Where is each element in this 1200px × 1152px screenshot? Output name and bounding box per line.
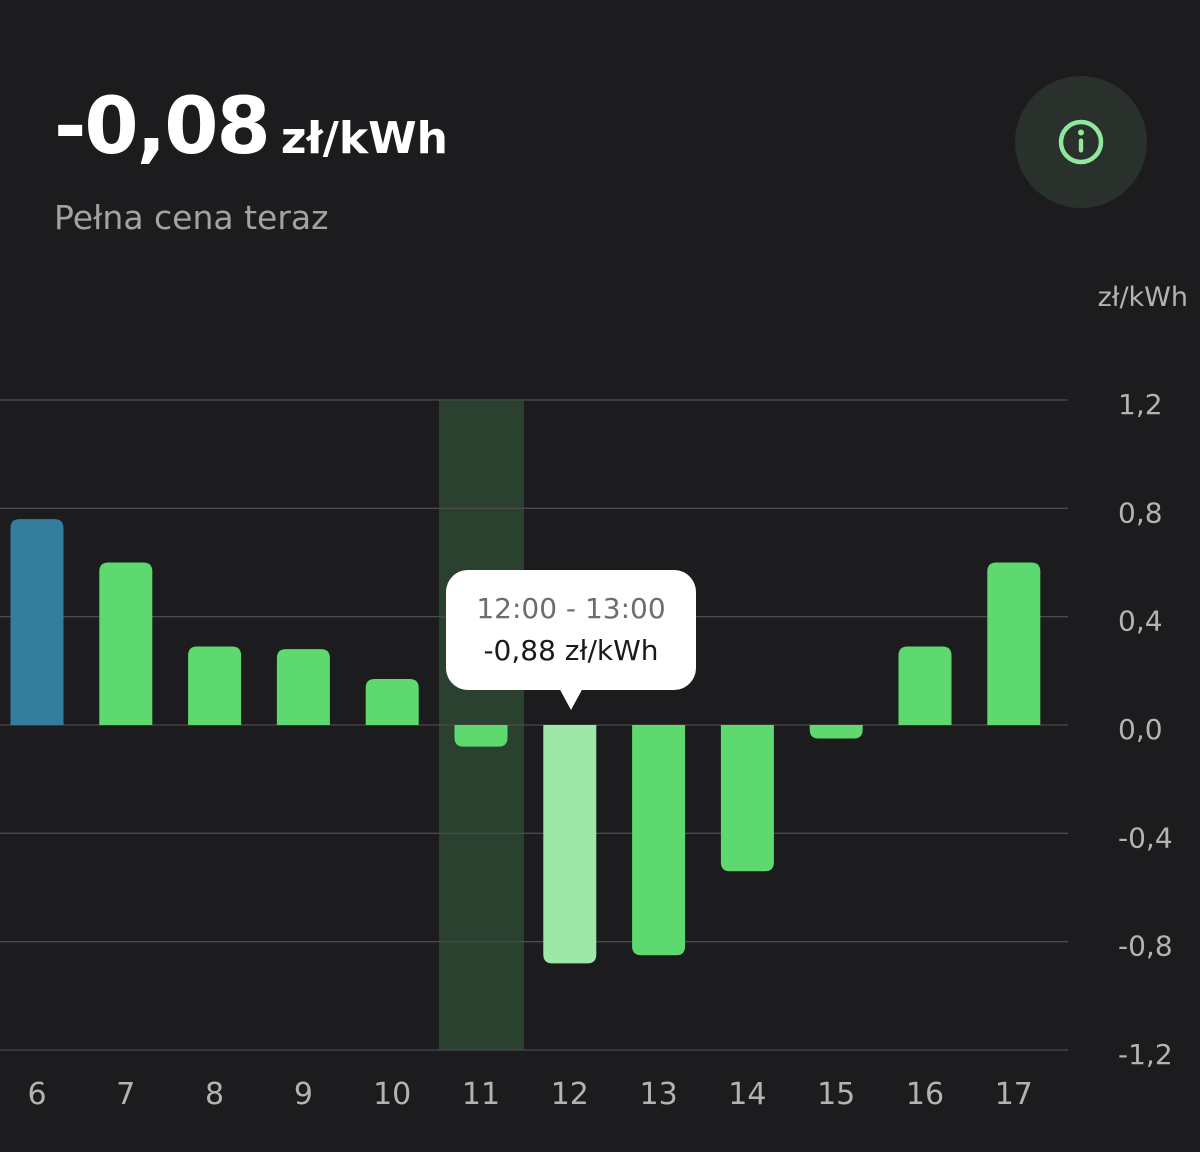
x-tick-label: 12 xyxy=(551,1077,589,1112)
x-tick-label: 8 xyxy=(205,1077,224,1112)
tooltip-price-value: -0,88 zł/kWh xyxy=(483,634,659,667)
tooltip-pointer xyxy=(558,686,584,710)
price-tooltip: 12:00 - 13:00 -0,88 zł/kWh xyxy=(446,570,696,710)
y-tick-label: 1,2 xyxy=(1118,388,1163,421)
bar-hour-13[interactable] xyxy=(632,725,686,956)
bar-hour-16[interactable] xyxy=(898,646,952,725)
bar-hour-14[interactable] xyxy=(720,725,774,872)
y-axis-unit-label: zł/kWh xyxy=(1098,282,1188,313)
bar-hour-10[interactable] xyxy=(365,678,419,725)
current-price-unit: zł/kWh xyxy=(280,113,448,164)
bar-hour-7[interactable] xyxy=(99,562,153,726)
x-tick-label: 15 xyxy=(817,1077,855,1112)
x-tick-label: 7 xyxy=(116,1077,135,1112)
bar-hour-11[interactable] xyxy=(454,725,508,747)
x-tick-label: 17 xyxy=(995,1077,1033,1112)
bar-hour-12[interactable] xyxy=(543,725,597,964)
info-circle-icon xyxy=(1058,119,1104,165)
x-tick-label: 11 xyxy=(462,1077,500,1112)
tooltip-box xyxy=(446,570,696,690)
x-tick-label: 16 xyxy=(906,1077,944,1112)
x-tick-label: 10 xyxy=(373,1077,411,1112)
bar-hour-9[interactable] xyxy=(276,649,330,725)
bar-hour-8[interactable] xyxy=(188,646,242,725)
y-tick-label: -0,8 xyxy=(1118,930,1173,963)
y-tick-label: -0,4 xyxy=(1118,821,1173,854)
bar-hour-15[interactable] xyxy=(809,725,863,739)
y-tick-label: 0,0 xyxy=(1118,713,1163,746)
y-tick-label: 0,8 xyxy=(1118,496,1163,529)
x-tick-label: 13 xyxy=(640,1077,678,1112)
current-price: -0,08 zł/kWh xyxy=(54,82,448,172)
y-tick-label: -1,2 xyxy=(1118,1038,1173,1071)
x-tick-label: 14 xyxy=(728,1077,766,1112)
y-tick-label: 0,4 xyxy=(1118,605,1163,638)
current-price-caption: Pełna cena teraz xyxy=(54,198,329,237)
x-tick-label: 9 xyxy=(294,1077,313,1112)
x-tick-label: 6 xyxy=(27,1077,46,1112)
bar-hour-6[interactable] xyxy=(10,519,64,725)
bar-hour-17[interactable] xyxy=(987,562,1041,726)
info-button[interactable] xyxy=(1015,76,1147,208)
tooltip-time-range: 12:00 - 13:00 xyxy=(476,592,666,625)
current-price-value: -0,08 xyxy=(54,82,271,172)
